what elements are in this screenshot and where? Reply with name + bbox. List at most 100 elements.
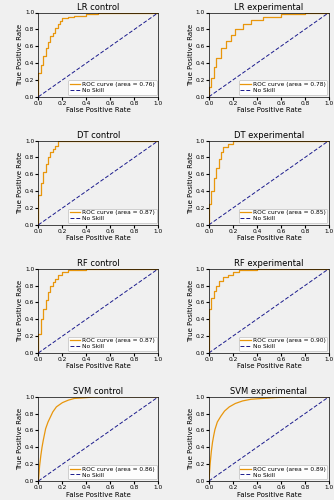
ROC curve (area = 0.87) xyxy=(48,150,52,156)
ROC curve (area = 0.87) xyxy=(48,284,52,290)
ROC curve (area = 0.76) xyxy=(60,16,64,22)
ROC curve (area = 0.87) xyxy=(72,268,76,274)
ROC curve (area = 0.78) xyxy=(228,38,232,44)
X-axis label: False Positive Rate: False Positive Rate xyxy=(66,236,131,242)
ROC curve (area = 0.87) xyxy=(41,316,45,322)
ROC curve (area = 0.86) xyxy=(66,397,70,403)
ROC curve (area = 0.76) xyxy=(44,45,48,51)
ROC curve (area = 0.90) xyxy=(231,269,235,275)
ROC curve (area = 0.86) xyxy=(121,394,125,400)
ROC curve (area = 0.89) xyxy=(249,396,253,402)
ROC curve (area = 0.76) xyxy=(121,10,125,16)
Legend: ROC curve (area = 0.89), No Skill: ROC curve (area = 0.89), No Skill xyxy=(238,464,327,479)
Y-axis label: True Positive Rate: True Positive Rate xyxy=(17,280,23,342)
ROC curve (area = 0.89) xyxy=(207,478,211,484)
Line: ROC curve (area = 0.78): ROC curve (area = 0.78) xyxy=(209,12,329,97)
ROC curve (area = 0.76) xyxy=(66,16,70,22)
ROC curve (area = 0.76) xyxy=(85,13,89,19)
Y-axis label: True Positive Rate: True Positive Rate xyxy=(17,408,23,470)
ROC curve (area = 0.87) xyxy=(41,180,45,186)
ROC curve (area = 0.87) xyxy=(53,142,57,148)
ROC curve (area = 0.90) xyxy=(279,266,283,272)
ROC curve (area = 0.86) xyxy=(109,394,113,400)
ROC curve (area = 0.86) xyxy=(46,419,50,425)
ROC curve (area = 0.89) xyxy=(222,408,226,414)
ROC curve (area = 0.76) xyxy=(53,24,57,30)
X-axis label: False Positive Rate: False Positive Rate xyxy=(66,364,131,370)
ROC curve (area = 0.87) xyxy=(66,268,70,274)
ROC curve (area = 0.89) xyxy=(309,394,313,400)
ROC curve (area = 0.87) xyxy=(53,279,57,285)
ROC curve (area = 0.86) xyxy=(44,426,48,432)
ROC curve (area = 0.87) xyxy=(56,276,60,282)
ROC curve (area = 0.78) xyxy=(228,32,232,38)
Legend: ROC curve (area = 0.87), No Skill: ROC curve (area = 0.87), No Skill xyxy=(68,336,157,351)
ROC curve (area = 0.87) xyxy=(46,161,50,167)
ROC curve (area = 0.87) xyxy=(39,332,43,338)
ROC curve (area = 0.87) xyxy=(46,290,50,296)
Line: ROC curve (area = 0.87): ROC curve (area = 0.87) xyxy=(38,268,159,353)
ROC curve (area = 0.90) xyxy=(226,272,230,278)
ROC curve (area = 0.86) xyxy=(85,394,89,400)
ROC curve (area = 0.89) xyxy=(233,400,237,406)
ROC curve (area = 0.90) xyxy=(221,278,225,284)
ROC curve (area = 0.76) xyxy=(46,45,50,51)
ROC curve (area = 0.78) xyxy=(209,75,213,81)
ROC curve (area = 0.87) xyxy=(36,222,40,228)
ROC curve (area = 0.87) xyxy=(109,266,113,272)
ROC curve (area = 0.87) xyxy=(51,279,55,285)
ROC curve (area = 0.87) xyxy=(157,266,161,272)
ROC curve (area = 0.85) xyxy=(216,156,220,162)
Title: RF control: RF control xyxy=(77,259,120,268)
ROC curve (area = 0.76) xyxy=(39,70,43,76)
ROC curve (area = 0.87) xyxy=(36,350,40,356)
Legend: ROC curve (area = 0.90), No Skill: ROC curve (area = 0.90), No Skill xyxy=(238,336,327,351)
ROC curve (area = 0.85) xyxy=(209,201,213,207)
ROC curve (area = 0.87) xyxy=(72,138,76,143)
ROC curve (area = 0.86) xyxy=(51,409,55,415)
Line: ROC curve (area = 0.76): ROC curve (area = 0.76) xyxy=(38,12,159,97)
ROC curve (area = 0.86) xyxy=(133,394,137,400)
ROC curve (area = 0.86) xyxy=(54,404,58,410)
ROC curve (area = 0.76) xyxy=(97,11,101,17)
ROC curve (area = 0.76) xyxy=(157,10,161,16)
ROC curve (area = 0.90) xyxy=(255,266,259,272)
ROC curve (area = 0.76) xyxy=(56,22,60,28)
ROC curve (area = 0.76) xyxy=(41,62,45,68)
ROC curve (area = 0.90) xyxy=(214,282,218,288)
ROC curve (area = 0.90) xyxy=(214,288,218,294)
ROC curve (area = 0.89) xyxy=(213,426,217,432)
ROC curve (area = 0.89) xyxy=(227,404,231,410)
ROC curve (area = 0.78) xyxy=(209,84,213,89)
ROC curve (area = 0.89) xyxy=(240,398,244,404)
ROC curve (area = 0.90) xyxy=(207,306,211,312)
Y-axis label: True Positive Rate: True Positive Rate xyxy=(17,24,23,86)
ROC curve (area = 0.85) xyxy=(212,176,216,182)
ROC curve (area = 0.87) xyxy=(97,138,101,143)
ROC curve (area = 0.86) xyxy=(60,400,64,406)
Legend: ROC curve (area = 0.78), No Skill: ROC curve (area = 0.78), No Skill xyxy=(238,80,327,95)
X-axis label: False Positive Rate: False Positive Rate xyxy=(236,236,301,242)
ROC curve (area = 0.87) xyxy=(157,138,161,143)
ROC curve (area = 0.89) xyxy=(261,396,265,402)
ROC curve (area = 0.78) xyxy=(219,55,223,61)
ROC curve (area = 0.78) xyxy=(249,17,253,23)
ROC curve (area = 0.86) xyxy=(36,478,40,484)
Legend: ROC curve (area = 0.85), No Skill: ROC curve (area = 0.85), No Skill xyxy=(238,208,327,223)
ROC curve (area = 0.86) xyxy=(40,444,44,450)
ROC curve (area = 0.87) xyxy=(97,138,101,143)
ROC curve (area = 0.78) xyxy=(233,32,237,38)
ROC curve (area = 0.76) xyxy=(66,14,70,20)
ROC curve (area = 0.85) xyxy=(226,144,230,150)
ROC curve (area = 0.85) xyxy=(207,201,211,207)
X-axis label: False Positive Rate: False Positive Rate xyxy=(66,492,131,498)
ROC curve (area = 0.76) xyxy=(41,54,45,60)
ROC curve (area = 0.78) xyxy=(207,84,211,89)
ROC curve (area = 0.87) xyxy=(66,269,70,275)
ROC curve (area = 0.76) xyxy=(48,39,52,45)
ROC curve (area = 0.85) xyxy=(214,176,218,182)
ROC curve (area = 0.85) xyxy=(209,188,213,194)
ROC curve (area = 0.78) xyxy=(303,11,307,17)
ROC curve (area = 0.90) xyxy=(243,266,247,272)
ROC curve (area = 0.78) xyxy=(224,45,228,51)
